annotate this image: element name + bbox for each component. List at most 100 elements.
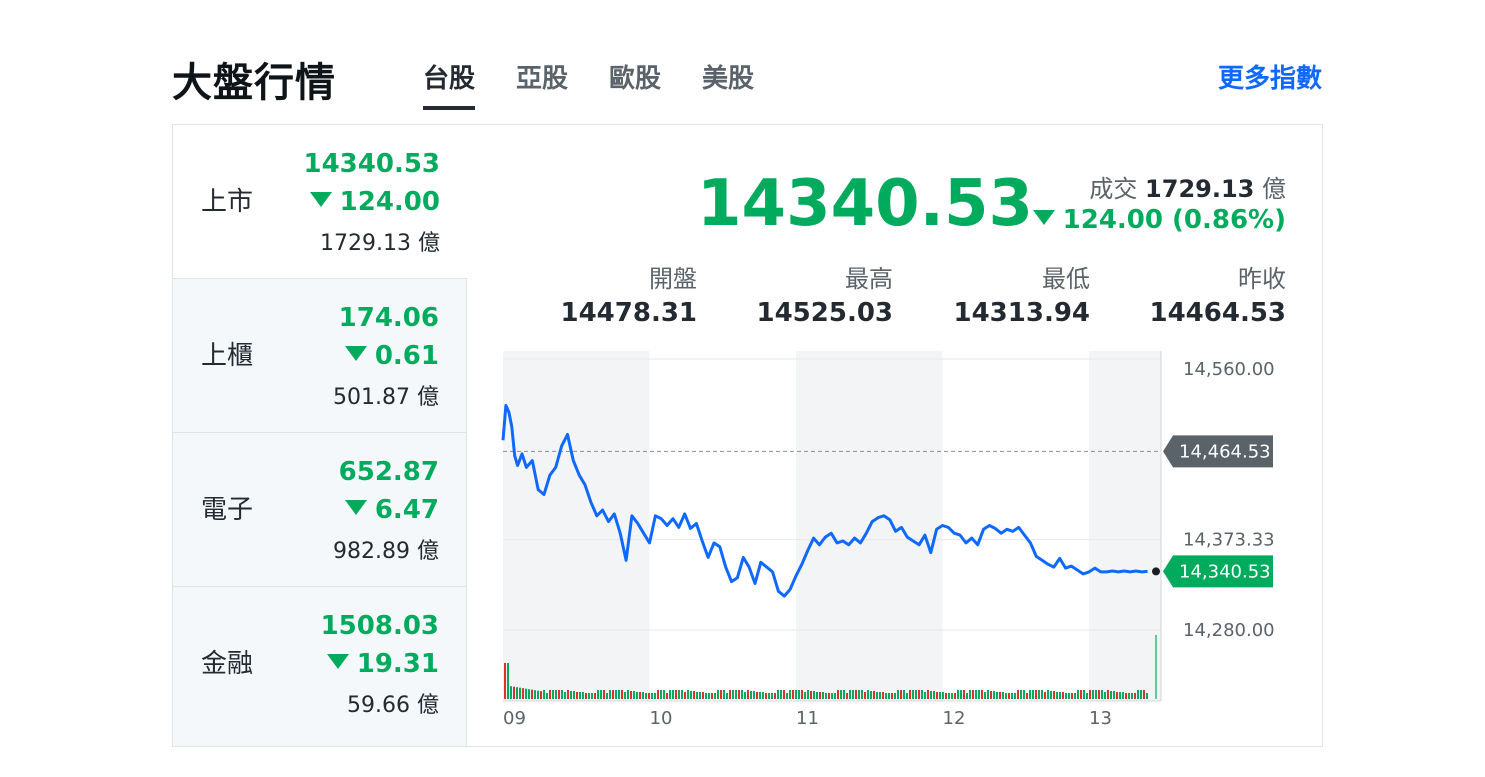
volume-bar — [993, 691, 995, 699]
volume-bar — [978, 690, 980, 699]
volume-bar — [876, 692, 878, 699]
index-value: 1508.03 — [320, 611, 439, 641]
volume-bar — [819, 692, 821, 699]
index-change-value: 0.61 — [374, 341, 439, 371]
more-indices-link[interactable]: 更多指數 — [1217, 64, 1322, 94]
index-item-listed[interactable]: 上市 14340.53 124.00 1729.13 億 — [173, 125, 467, 279]
volume-bar — [975, 690, 977, 699]
volume-bar — [1038, 690, 1040, 699]
volume-bar — [879, 692, 881, 699]
volume-bar — [1131, 693, 1133, 699]
volume-bar — [1119, 692, 1121, 699]
volume-bar — [669, 690, 671, 699]
volume-bar — [927, 690, 929, 699]
volume-bar — [699, 692, 701, 699]
volume-bar — [546, 693, 548, 699]
volume-bar — [921, 690, 923, 699]
volume-bar — [723, 690, 725, 699]
volume-bar — [618, 690, 620, 699]
volume-bar — [894, 693, 896, 699]
volume-bar — [831, 693, 833, 699]
page-title: 大盤行情 — [172, 60, 336, 106]
volume-bar — [696, 692, 698, 699]
tab-taiwan[interactable]: 台股 — [423, 58, 476, 110]
stat-label: 開盤 — [649, 265, 697, 293]
volume-bar — [804, 692, 806, 699]
index-item-electronics[interactable]: 電子 652.87 6.47 982.89 億 — [173, 433, 467, 587]
volume-bar — [597, 690, 599, 699]
volume-bar — [531, 689, 533, 699]
volume-bar — [1137, 690, 1139, 699]
volume-bar — [1035, 690, 1037, 699]
volume-bar — [1002, 692, 1004, 699]
volume-bar — [606, 693, 608, 699]
volume-bar — [633, 691, 635, 699]
volume-bar — [798, 690, 800, 699]
volume-bar — [1083, 690, 1085, 699]
volume-bar — [777, 690, 779, 699]
volume-bar — [870, 691, 872, 699]
volume-bar — [672, 690, 674, 699]
volume-bar — [888, 693, 890, 699]
volume-bar — [540, 691, 542, 699]
volume-bar — [705, 693, 707, 699]
volume-bar — [864, 692, 866, 699]
stat-label: 昨收 — [1238, 265, 1286, 293]
volume-value: 1729.13 — [1145, 175, 1255, 203]
index-item-otc[interactable]: 上櫃 174.06 0.61 501.87 億 — [173, 279, 467, 433]
volume-bar — [708, 693, 710, 699]
volume-bar — [537, 690, 539, 699]
volume-bar — [960, 690, 962, 699]
volume-bar — [519, 687, 521, 699]
volume-bar — [885, 693, 887, 699]
market-tabs: 台股 亞股 歐股 美股 — [423, 58, 795, 110]
volume-bar — [729, 690, 731, 699]
volume-bar — [987, 690, 989, 699]
volume-bar — [687, 690, 689, 699]
tab-asia[interactable]: 亞股 — [516, 64, 569, 94]
down-triangle-icon — [1032, 210, 1055, 225]
volume-bar — [678, 690, 680, 699]
tab-europe[interactable]: 歐股 — [609, 64, 662, 94]
down-triangle-icon — [344, 500, 367, 515]
tab-us[interactable]: 美股 — [702, 64, 755, 94]
stat-low: 最低 14313.94 — [910, 259, 1090, 328]
volume-bar — [891, 693, 893, 699]
volume-bar — [756, 692, 758, 699]
volume-bar — [1146, 693, 1148, 699]
down-triangle-icon — [344, 346, 367, 361]
volume-bar — [690, 691, 692, 699]
volume-bar — [1089, 690, 1091, 699]
volume-bar — [969, 690, 971, 699]
volume-bar — [594, 693, 596, 699]
volume-bar — [996, 692, 998, 699]
volume-bar — [915, 690, 917, 699]
volume-bar — [1053, 691, 1055, 699]
volume-bar — [1086, 693, 1088, 699]
index-item-finance[interactable]: 金融 1508.03 19.31 59.66 億 — [173, 587, 467, 746]
volume-bar — [873, 691, 875, 699]
volume-bar — [1080, 690, 1082, 699]
index-change-value: 6.47 — [374, 495, 439, 525]
down-triangle-icon — [309, 192, 332, 207]
volume-bar — [846, 693, 848, 699]
volume-bar — [714, 693, 716, 699]
volume-bar — [507, 663, 509, 699]
volume-bar — [684, 692, 686, 699]
volume-bar — [810, 691, 812, 699]
intraday-chart[interactable]: 14,560.00 14,373.33 14,280.00 09 10 11 12 13 14,… — [173, 125, 1322, 746]
market-card: 上市 14340.53 124.00 1729.13 億 上櫃 174.06 0… — [172, 124, 1323, 747]
volume-bar — [903, 690, 905, 699]
volume-bar — [525, 688, 527, 699]
volume-bar — [753, 691, 755, 699]
volume-bar — [792, 690, 794, 699]
stat-value: 14478.31 — [560, 298, 697, 328]
volume-bar — [1014, 693, 1016, 699]
volume-bar — [750, 691, 752, 699]
volume-bar — [1008, 693, 1010, 699]
volume-bar — [558, 690, 560, 699]
volume-bar — [837, 690, 839, 699]
volume-bar — [570, 691, 572, 699]
volume-bar — [591, 693, 593, 699]
volume-bar — [1017, 690, 1019, 699]
